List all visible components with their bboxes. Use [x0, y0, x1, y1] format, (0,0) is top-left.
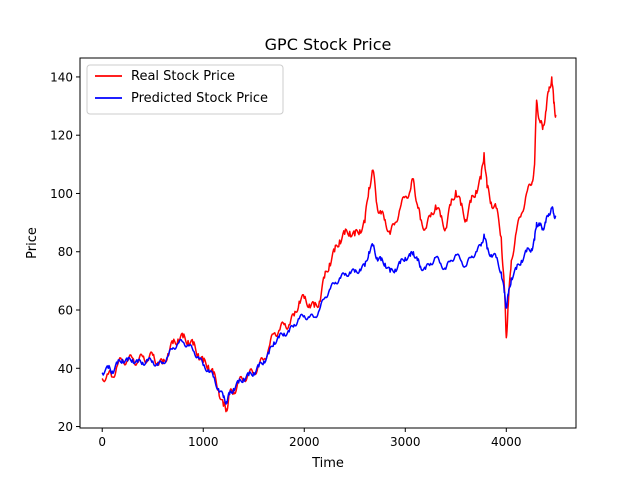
x-tick-label: 2000	[289, 435, 320, 449]
legend-box	[86, 64, 284, 115]
chart-title: GPC Stock Price	[265, 35, 392, 54]
y-axis-label: Price	[25, 227, 40, 259]
y-tick-label: 120	[50, 129, 73, 143]
x-tick-label: 3000	[390, 435, 421, 449]
y-tick-label: 100	[50, 187, 73, 201]
x-axis-label: Time	[311, 456, 344, 471]
x-tick-label: 1000	[188, 435, 219, 449]
x-tick-label: 4000	[491, 435, 522, 449]
series-line-predicted	[101, 206, 557, 405]
legend-label-predicted: Predicted Stock Price	[131, 91, 268, 106]
y-tick-label: 20	[58, 420, 73, 434]
x-axis-ticks: 0 1000 2000 3000 4000	[98, 428, 522, 449]
y-tick-label: 60	[58, 304, 73, 318]
series-line-real	[101, 76, 557, 413]
axes-frame	[79, 57, 577, 429]
x-tick-label: 0	[98, 435, 106, 449]
y-axis-ticks: 20 40 60 80 100 120 140	[50, 70, 80, 434]
legend: Real Stock Price Predicted Stock Price	[86, 64, 284, 115]
y-tick-label: 80	[58, 245, 73, 259]
y-tick-label: 140	[50, 70, 73, 84]
series-layer	[101, 76, 557, 413]
legend-label-real: Real Stock Price	[131, 69, 235, 84]
y-tick-label: 40	[58, 362, 73, 376]
plot-area	[79, 57, 577, 429]
